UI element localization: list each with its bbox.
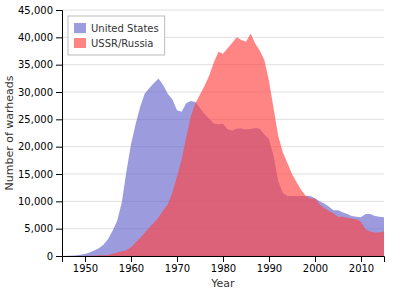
tick: 0 — [47, 251, 62, 262]
tick-mark — [361, 256, 362, 262]
tick: 1960 — [119, 256, 144, 274]
tick-mark — [85, 256, 86, 262]
tick-label: 15,000 — [18, 169, 53, 180]
tick-label: 35,000 — [18, 59, 53, 70]
tick: 2010 — [349, 256, 374, 274]
x-axis: 1950 1960 1970 1980 1990 2000 2010 — [63, 256, 385, 274]
tick: 25,000 — [18, 114, 62, 125]
axis-line — [56, 11, 63, 257]
tick: 20,000 — [18, 141, 62, 152]
plot: 1950 1960 1970 1980 1990 2000 2010 0 5,000 10,000… — [18, 5, 385, 274]
legend-item: United States — [74, 23, 159, 34]
tick-mark — [177, 256, 178, 262]
tick-mark — [56, 229, 62, 230]
tick-label: 1990 — [257, 263, 282, 274]
tick-label: 20,000 — [18, 141, 53, 152]
y-axis-title: Number of warheads — [3, 75, 16, 190]
tick-label: 5,000 — [24, 223, 53, 234]
tick-mark — [56, 147, 62, 148]
tick-label: 2010 — [349, 263, 374, 274]
tick-label: 40,000 — [18, 32, 53, 43]
legend-swatch — [74, 38, 86, 48]
grid — [62, 10, 384, 256]
tick-label: 1980 — [211, 263, 236, 274]
tick-mark — [56, 10, 62, 11]
area — [80, 33, 384, 256]
tick: 30,000 — [18, 87, 62, 98]
tick: 40,000 — [18, 32, 62, 43]
tick-label: 25,000 — [18, 114, 53, 125]
tick-mark — [56, 119, 62, 120]
tick: 1990 — [257, 256, 282, 274]
tick-mark — [56, 92, 62, 93]
series-group — [62, 33, 384, 256]
tick: 1950 — [73, 256, 98, 274]
legend-swatch — [74, 23, 86, 33]
legend-frame — [68, 16, 165, 55]
legend-item: USSR/Russia — [74, 38, 154, 49]
tick-label: 45,000 — [18, 5, 53, 16]
tick: 1980 — [211, 256, 236, 274]
tick-label: 10,000 — [18, 196, 53, 207]
tick-label: 2000 — [303, 263, 328, 274]
tick-mark — [56, 256, 62, 257]
tick-label: 30,000 — [18, 87, 53, 98]
axis-line — [63, 257, 385, 263]
tick: 5,000 — [24, 223, 62, 234]
tick: 1970 — [165, 256, 190, 274]
tick: 2000 — [303, 256, 328, 274]
tick-mark — [315, 256, 316, 262]
x-axis-title: Year — [210, 277, 235, 290]
chart: 1950 1960 1970 1980 1990 2000 2010 0 5,000 10,000… — [0, 0, 400, 292]
tick: 35,000 — [18, 59, 62, 70]
tick: 10,000 — [18, 196, 62, 207]
tick-label: 0 — [47, 251, 53, 262]
tick-mark — [131, 256, 132, 262]
legend: United States USSR/Russia — [68, 16, 165, 55]
tick-label: 1970 — [165, 263, 190, 274]
tick-label: 1960 — [119, 263, 144, 274]
tick-label: 1950 — [73, 263, 98, 274]
legend-label: USSR/Russia — [91, 38, 154, 49]
tick-mark — [56, 174, 62, 175]
tick: 45,000 — [18, 5, 62, 16]
tick-mark — [56, 37, 62, 38]
tick: 15,000 — [18, 169, 62, 180]
tick-mark — [223, 256, 224, 262]
grid-line — [62, 10, 384, 11]
tick-mark — [56, 65, 62, 66]
legend-label: United States — [91, 23, 159, 34]
tick-mark — [56, 201, 62, 202]
tick-mark — [269, 256, 270, 262]
y-axis: 0 5,000 10,000 15,000 20,000 25,000 30,000 35,0… — [18, 5, 63, 262]
